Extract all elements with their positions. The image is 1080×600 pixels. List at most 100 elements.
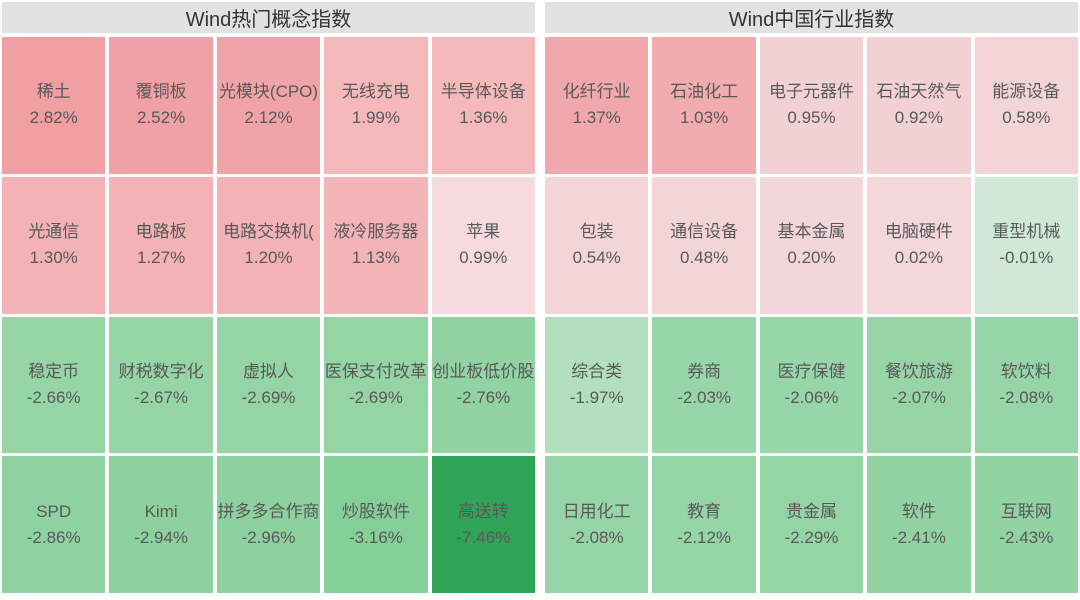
heatmap-cell[interactable]: 石油化工 1.03% xyxy=(652,37,756,174)
cell-label: 覆铜板 xyxy=(135,82,187,102)
cell-label: 创业板低价股 xyxy=(432,361,535,381)
cell-label: 软件 xyxy=(901,501,936,521)
cell-value: 0.95% xyxy=(787,108,836,128)
cell-value: 1.30% xyxy=(29,248,78,268)
cell-label: 能源设备 xyxy=(992,82,1061,102)
cell-label: 电路板 xyxy=(135,222,187,242)
cell-label: 半导体设备 xyxy=(440,82,526,102)
cell-label: 财税数字化 xyxy=(118,361,204,381)
heatmap-cell[interactable]: 能源设备 0.58% xyxy=(974,37,1078,174)
cell-label: 光通信 xyxy=(28,222,80,242)
heatmap-cell[interactable]: 包装 0.54% xyxy=(545,176,649,314)
cell-value: -2.69% xyxy=(348,387,403,407)
cell-label: 通信设备 xyxy=(670,222,739,242)
cell-label: 互联网 xyxy=(1000,501,1052,521)
concept-heatmap-grid: 稀土 2.82% 覆铜板 2.52% 光模块(CPO) 2.12% 无线充电 1.99% 半导体… xyxy=(2,37,535,593)
cell-label: 稀土 xyxy=(36,82,71,102)
heatmap-cell[interactable]: 电路交换机(1.20% xyxy=(216,176,321,314)
cell-value: -0.01% xyxy=(999,248,1054,268)
cell-value: -2.76% xyxy=(456,387,511,407)
cell-value: 0.02% xyxy=(894,248,943,268)
cell-label: 教育 xyxy=(687,501,722,521)
cell-value: 0.92% xyxy=(894,108,943,128)
heatmap-cell[interactable]: 电路板 1.27% xyxy=(109,176,213,314)
cell-value: 0.54% xyxy=(572,248,621,268)
heatmap-cell[interactable]: 教育 -2.12% xyxy=(652,456,756,593)
cell-label: 包装 xyxy=(579,222,614,242)
heatmap-cell[interactable]: 互联网 -2.43% xyxy=(974,456,1078,593)
heatmap-cell[interactable]: 重型机械 -0.01% xyxy=(974,176,1078,314)
cell-label: 重型机械 xyxy=(992,222,1061,242)
heatmap-cell[interactable]: 苹果 0.99% xyxy=(431,176,535,314)
cell-label: 电子元器件 xyxy=(768,82,854,102)
cell-label: 无线充电 xyxy=(341,82,410,102)
heatmap-cell[interactable]: 电子元器件 0.95% xyxy=(759,37,864,174)
cell-value: 1.36% xyxy=(459,108,508,128)
cell-label: 软饮料 xyxy=(1000,361,1052,381)
heatmap-cell[interactable]: 高送转 -7.46% xyxy=(431,456,535,593)
cell-label: 化纤行业 xyxy=(562,82,631,102)
heatmap-cell[interactable]: 虚拟人 -2.69% xyxy=(216,316,321,454)
heatmap-cell[interactable]: 财税数字化 -2.67% xyxy=(109,316,213,454)
cell-label: 石油天然气 xyxy=(876,82,962,102)
cell-label: 液冷服务器 xyxy=(333,222,419,242)
heatmap-cell[interactable]: 创业板低价股 -2.76% xyxy=(431,316,535,454)
heatmap-cell[interactable]: 无线充电 1.99% xyxy=(324,37,428,174)
heatmap-cell[interactable]: 券商 -2.03% xyxy=(652,316,756,454)
cell-value: 2.12% xyxy=(244,108,293,128)
heatmap-cell[interactable]: 炒股软件 -3.16% xyxy=(324,456,428,593)
heatmap-cell[interactable]: 拼多多合作商 -2.96% xyxy=(216,456,321,593)
heatmap-cell[interactable]: 综合类 -1.97% xyxy=(545,316,649,454)
cell-label: 高送转 xyxy=(457,501,509,521)
heatmap-cell[interactable]: 稀土 2.82% xyxy=(2,37,106,174)
heatmap-cell[interactable]: 覆铜板 2.52% xyxy=(109,37,213,174)
cell-value: 1.27% xyxy=(136,248,186,268)
heatmap-cell[interactable]: 石油天然气 0.92% xyxy=(867,37,971,174)
industry-panel-title: Wind中国行业指数 xyxy=(545,2,1078,33)
concept-index-panel: Wind热门概念指数 稀土 2.82% 覆铜板 2.52% 光模块(CPO) 2.12% 无… xyxy=(2,2,535,593)
heatmap-cell[interactable]: 医保支付改革 -2.69% xyxy=(324,316,428,454)
cell-value: -2.69% xyxy=(241,387,296,407)
heatmap-cell[interactable]: 稳定币 -2.66% xyxy=(2,316,106,454)
cell-value: 0.99% xyxy=(459,248,508,268)
cell-label: 贵金属 xyxy=(785,501,837,521)
cell-value: 2.52% xyxy=(136,108,186,128)
heatmap-cell[interactable]: 医疗保健 -2.06% xyxy=(759,316,864,454)
heatmap-cell[interactable]: 半导体设备 1.36% xyxy=(431,37,535,174)
cell-value: -2.94% xyxy=(134,527,189,547)
heatmap-cell[interactable]: SPD -2.86% xyxy=(2,456,106,593)
heatmap-cell[interactable]: 光通信 1.30% xyxy=(2,176,106,314)
heatmap-cell[interactable]: 光模块(CPO) 2.12% xyxy=(216,37,321,174)
cell-value: -3.16% xyxy=(348,527,403,547)
heatmap-cell[interactable]: 化纤行业 1.37% xyxy=(545,37,649,174)
heatmap-cell[interactable]: 液冷服务器 1.13% xyxy=(324,176,428,314)
cell-value: 1.99% xyxy=(351,108,400,128)
cell-value: 0.20% xyxy=(787,248,836,268)
cell-value: -7.46% xyxy=(456,527,511,547)
cell-label: 医疗保健 xyxy=(777,361,846,381)
heatmap-cell[interactable]: 软件 -2.41% xyxy=(867,456,971,593)
heatmap-cell[interactable]: 软饮料 -2.08% xyxy=(974,316,1078,454)
cell-label: 基本金属 xyxy=(777,222,846,242)
heatmap-cell[interactable]: 日用化工 -2.08% xyxy=(545,456,649,593)
cell-value: 1.37% xyxy=(572,108,621,128)
heatmap-cell[interactable]: 餐饮旅游 -2.07% xyxy=(867,316,971,454)
cell-value: -2.66% xyxy=(26,387,81,407)
heatmap-cell[interactable]: 通信设备 0.48% xyxy=(652,176,756,314)
cell-value: -2.08% xyxy=(569,527,624,547)
heatmap-cell[interactable]: 基本金属 0.20% xyxy=(759,176,864,314)
cell-value: -2.07% xyxy=(891,387,946,407)
cell-label: 拼多多合作商 xyxy=(217,501,320,521)
cell-label: 券商 xyxy=(687,361,722,381)
cell-value: 1.13% xyxy=(351,248,400,268)
cell-value: -2.96% xyxy=(241,527,296,547)
concept-panel-title: Wind热门概念指数 xyxy=(2,2,535,33)
cell-label: 电脑硬件 xyxy=(884,222,953,242)
cell-value: -2.41% xyxy=(891,527,946,547)
cell-value: 2.82% xyxy=(29,108,78,128)
cell-label: 稳定币 xyxy=(28,361,80,381)
cell-value: -2.12% xyxy=(677,527,732,547)
heatmap-cell[interactable]: Kimi -2.94% xyxy=(109,456,213,593)
heatmap-cell[interactable]: 贵金属 -2.29% xyxy=(759,456,864,593)
heatmap-cell[interactable]: 电脑硬件 0.02% xyxy=(867,176,971,314)
